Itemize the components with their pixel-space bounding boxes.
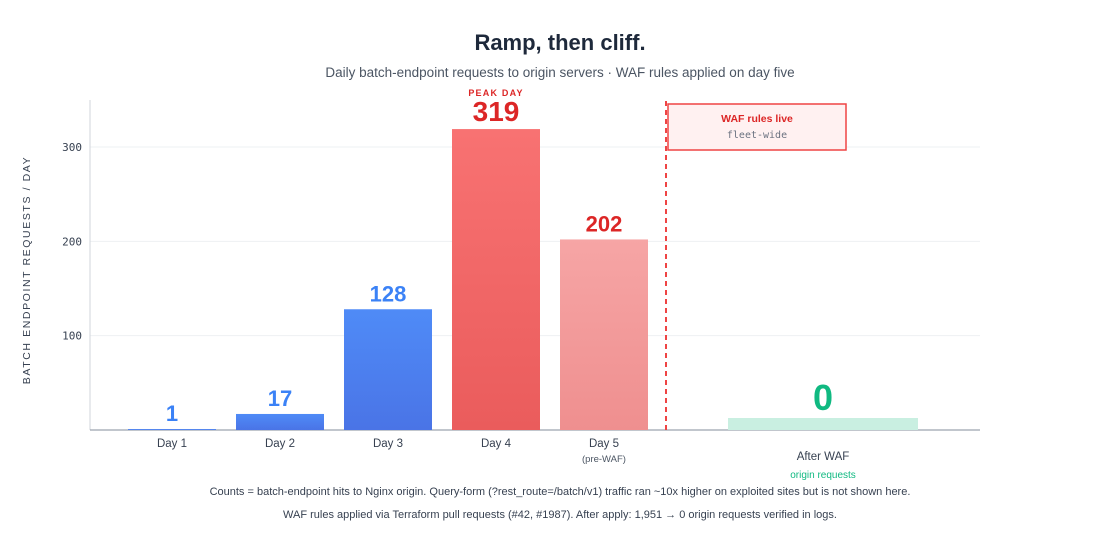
value-label: 17 xyxy=(268,386,292,411)
waf-callout-subtext: fleet-wide xyxy=(727,130,787,141)
waf-callout-title: WAF rules live xyxy=(721,113,793,125)
y-axis-title: BATCH ENDPOINT REQUESTS / DAY xyxy=(21,156,33,384)
x-tick-label: Day 1 xyxy=(157,438,187,450)
y-tick-label: 100 xyxy=(62,330,82,343)
y-tick-label: 300 xyxy=(62,141,82,154)
chart-title: Ramp, then cliff. xyxy=(474,30,646,55)
value-label: 0 xyxy=(813,377,833,418)
bar-after-waf xyxy=(728,418,918,430)
bar-day-2 xyxy=(236,413,324,430)
x-tick-label: Day 5 xyxy=(589,438,619,450)
waf-callout-box xyxy=(667,103,847,151)
bar-day-5 xyxy=(560,239,648,430)
bar-day-3 xyxy=(344,309,432,430)
bar-day-4 xyxy=(452,129,540,430)
value-label: 202 xyxy=(586,211,623,236)
peak-day-annotation: PEAK DAY xyxy=(468,88,523,98)
value-label: 1 xyxy=(166,401,178,426)
bar-day-1 xyxy=(128,429,216,430)
chart-subtitle: Daily batch-endpoint requests to origin … xyxy=(325,65,795,80)
x-tick-label: After WAF xyxy=(797,451,850,463)
value-label: 319 xyxy=(473,96,520,127)
value-label: 128 xyxy=(370,281,407,306)
x-tick-label: Day 2 xyxy=(265,438,295,450)
x-tick-label: Day 3 xyxy=(373,438,403,450)
footnote-counts: Counts = batch-endpoint hits to Nginx or… xyxy=(209,486,911,498)
footnote-waf: WAF rules applied via Terraform pull req… xyxy=(283,509,837,521)
x-tick-sublabel: (pre-WAF) xyxy=(582,454,626,465)
y-tick-label: 200 xyxy=(62,235,82,248)
x-tick-sublabel: origin requests xyxy=(790,470,856,481)
x-tick-label: Day 4 xyxy=(481,438,512,450)
